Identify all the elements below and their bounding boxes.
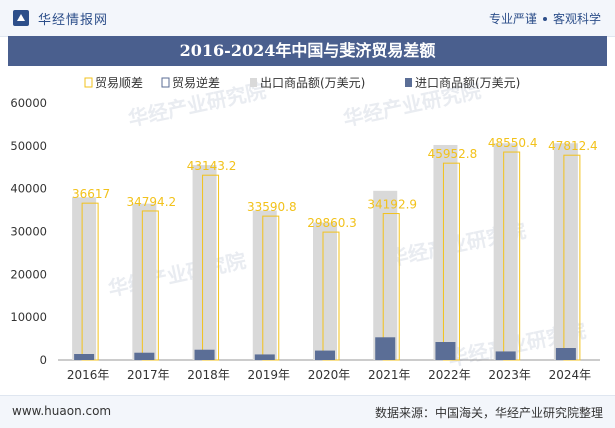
data-label: 34794.2 bbox=[127, 195, 177, 209]
export-bar bbox=[373, 190, 398, 360]
data-label: 34192.9 bbox=[367, 198, 417, 212]
legend-swatch-surplus bbox=[84, 77, 93, 88]
brand-name: 华经情报网 bbox=[38, 13, 109, 28]
data-label: 45952.8 bbox=[428, 147, 478, 161]
import-bar bbox=[495, 351, 516, 360]
tagline-right: 客观科学 bbox=[552, 12, 601, 26]
y-tick-label: 50000 bbox=[10, 139, 47, 153]
export-bar bbox=[313, 222, 337, 360]
x-tick-label: 2020年 bbox=[308, 368, 351, 382]
legend-label: 贸易顺差 bbox=[95, 76, 143, 90]
legend-swatch-export bbox=[250, 78, 257, 87]
watermark-text: 华经产业研究院 bbox=[106, 248, 248, 301]
data-label: 47812.4 bbox=[548, 139, 598, 153]
x-tick-label: 2022年 bbox=[428, 368, 471, 382]
x-tick-label: 2019年 bbox=[248, 368, 291, 382]
legend: 贸易顺差 贸易逆差 出口商品额(万美元) 进口商品额(万美元) bbox=[84, 75, 520, 90]
import-bar bbox=[435, 342, 456, 360]
chart-title: 2016-2024年中国与斐济贸易差额 bbox=[179, 41, 436, 60]
footer-source: 数据来源：中国海关，华经产业研究院整理 bbox=[374, 406, 603, 420]
title-band: 2016-2024年中国与斐济贸易差额 bbox=[8, 36, 607, 66]
x-tick-label: 2023年 bbox=[488, 368, 531, 382]
import-bar bbox=[254, 354, 275, 360]
export-bar bbox=[252, 210, 277, 360]
export-bar bbox=[493, 143, 518, 360]
data-label: 36617 bbox=[72, 187, 110, 201]
y-tick-label: 60000 bbox=[10, 96, 47, 110]
tagline-left: 专业严谨 bbox=[488, 12, 537, 26]
data-label: 43143.2 bbox=[187, 159, 237, 173]
export-bar bbox=[192, 165, 217, 360]
legend-swatch-import bbox=[405, 78, 412, 87]
y-tick-label: 30000 bbox=[10, 225, 47, 239]
separator-dot bbox=[542, 16, 547, 21]
legend-label: 出口商品额(万美元) bbox=[260, 75, 365, 90]
y-tick-label: 40000 bbox=[10, 182, 47, 196]
legend-label: 进口商品额(万美元) bbox=[415, 75, 520, 90]
x-tick-label: 2017年 bbox=[127, 368, 170, 382]
legend-swatch-deficit bbox=[161, 77, 170, 88]
x-tick-label: 2018年 bbox=[187, 368, 230, 382]
data-label: 33590.8 bbox=[247, 200, 297, 214]
x-tick-label: 2016年 bbox=[67, 368, 110, 382]
y-tick-label: 0 bbox=[40, 353, 47, 367]
x-tick-label: 2021年 bbox=[368, 368, 411, 382]
footer-website[interactable]: www.huaon.com bbox=[12, 404, 112, 418]
import-bar bbox=[315, 350, 335, 360]
x-tick-label: 2024年 bbox=[549, 368, 592, 382]
import-bar bbox=[74, 354, 95, 360]
y-tick-label: 10000 bbox=[10, 310, 47, 324]
import-bar bbox=[194, 349, 215, 360]
legend-label: 贸易逆差 bbox=[172, 75, 220, 90]
footer-bar: www.huaon.com 数据来源：中国海关，华经产业研究院整理 bbox=[0, 395, 615, 428]
export-bar bbox=[433, 144, 458, 360]
chart-area: 华经产业研究院华经产业研究院华经产业研究院华经产业研究院华经产业研究院贸易顺差贸… bbox=[10, 75, 600, 382]
y-tick-label: 20000 bbox=[10, 267, 47, 281]
data-label: 48550.4 bbox=[488, 136, 538, 150]
header-bar: 华经情报网 专业严谨 客观科学 bbox=[0, 0, 615, 37]
import-bar bbox=[375, 337, 396, 360]
import-bar bbox=[555, 348, 576, 360]
brand-logo-icon bbox=[13, 10, 29, 26]
data-label: 29860.3 bbox=[307, 216, 357, 230]
export-bar bbox=[72, 197, 97, 360]
export-bar bbox=[553, 143, 578, 360]
export-bar bbox=[132, 203, 157, 360]
import-bar bbox=[134, 352, 155, 360]
tagline: 专业严谨 客观科学 bbox=[489, 10, 601, 27]
